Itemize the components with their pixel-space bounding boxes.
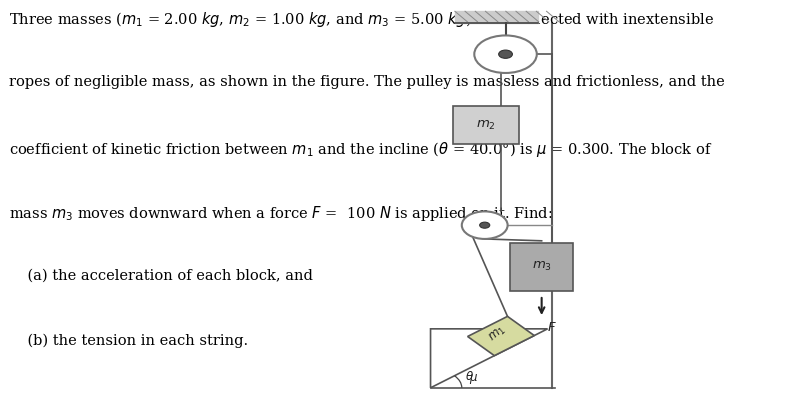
Text: $m_3$: $m_3$: [531, 260, 551, 274]
Text: $m_2$: $m_2$: [476, 118, 496, 132]
Circle shape: [475, 35, 537, 73]
Text: mass $m_3$ moves downward when a force $F$ =  100 $N$ is applied on it. Find:: mass $m_3$ moves downward when a force $…: [9, 204, 553, 224]
Bar: [453, 106, 519, 144]
Circle shape: [499, 50, 512, 58]
Text: $\theta$: $\theta$: [465, 370, 475, 383]
Text: Three masses ($m_1$ = 2.00 $kg$, $m_2$ = 1.00 $kg$, and $m_3$ = 5.00 $kg$) are c: Three masses ($m_1$ = 2.00 $kg$, $m_2$ =…: [9, 10, 714, 30]
Polygon shape: [431, 329, 547, 388]
Text: (a) the acceleration of each block, and: (a) the acceleration of each block, and: [9, 269, 313, 283]
Text: $F$: $F$: [547, 321, 557, 334]
Text: $m_1$: $m_1$: [487, 323, 508, 345]
Circle shape: [462, 211, 507, 239]
Text: ropes of negligible mass, as shown in the figure. The pulley is massless and fri: ropes of negligible mass, as shown in th…: [9, 75, 725, 89]
Polygon shape: [467, 317, 535, 356]
Text: $\mu$: $\mu$: [469, 372, 479, 386]
Bar: [511, 243, 573, 291]
Circle shape: [479, 222, 490, 228]
Text: (b) the tension in each string.: (b) the tension in each string.: [9, 334, 248, 348]
Text: coefficient of kinetic friction between $m_1$ and the incline ($\theta$ = 40.0°): coefficient of kinetic friction between …: [9, 140, 713, 159]
